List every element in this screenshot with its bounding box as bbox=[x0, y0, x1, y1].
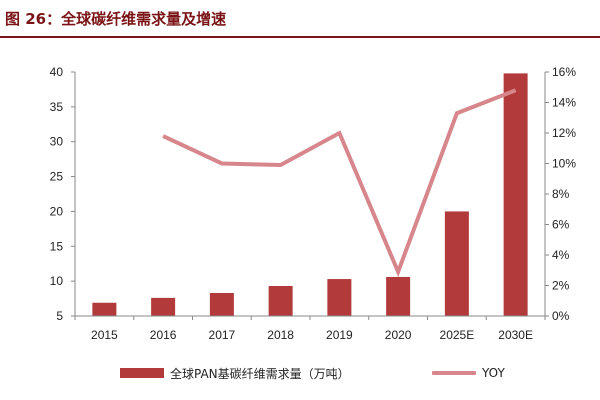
right-tick-label: 16% bbox=[552, 65, 576, 79]
right-tick-label: 2% bbox=[552, 279, 570, 293]
x-tick-label: 2025E bbox=[440, 328, 475, 342]
legend-item-demand: 全球PAN基碳纤维需求量（万吨） bbox=[120, 360, 350, 386]
x-tick-label: 2015 bbox=[91, 328, 118, 342]
x-tick-label: 2017 bbox=[209, 328, 236, 342]
bar-2019 bbox=[327, 279, 352, 316]
x-tick-label: 2016 bbox=[150, 328, 177, 342]
left-tick-label: 25 bbox=[50, 170, 64, 184]
legend-yoy-label: YOY bbox=[482, 366, 505, 380]
right-tick-label: 12% bbox=[552, 126, 576, 140]
legend-line-swatch bbox=[432, 371, 476, 375]
left-tick-label: 20 bbox=[50, 204, 64, 218]
left-tick-label: 30 bbox=[50, 135, 64, 149]
right-tick-label: 6% bbox=[552, 218, 570, 232]
title-divider bbox=[0, 36, 600, 38]
right-tick-label: 0% bbox=[552, 309, 570, 323]
bar-2030e bbox=[503, 73, 528, 316]
legend-demand-label: 全球PAN基碳纤维需求量（万吨） bbox=[170, 366, 350, 381]
legend-bar-swatch bbox=[120, 368, 164, 378]
right-tick-label: 10% bbox=[552, 157, 576, 171]
right-tick-label: 8% bbox=[552, 187, 570, 201]
right-tick-label: 4% bbox=[552, 248, 570, 262]
yoy-line-series bbox=[162, 88, 517, 278]
legend-item-yoy: YOY bbox=[432, 360, 505, 386]
x-tick-label: 2019 bbox=[326, 328, 353, 342]
left-tick-label: 35 bbox=[50, 100, 64, 114]
x-tick-label: 2018 bbox=[267, 328, 294, 342]
figure-title: 图 26：全球碳纤维需求量及增速 bbox=[5, 10, 227, 28]
right-tick-label: 14% bbox=[552, 96, 576, 110]
bar-2020 bbox=[386, 276, 411, 316]
x-tick-label: 2030E bbox=[498, 328, 533, 342]
left-tick-label: 15 bbox=[50, 239, 64, 253]
bar-2018 bbox=[268, 286, 293, 316]
bar-series bbox=[92, 73, 528, 316]
bar-2016 bbox=[151, 297, 176, 316]
x-tick-label: 2020 bbox=[385, 328, 412, 342]
left-tick-label: 10 bbox=[50, 274, 64, 288]
bar-2015 bbox=[92, 302, 117, 316]
axes: 5 10 15 20 25 30 35 40 0% 2% 4% 6% 8% 10% 12% 14% 16% 201… bbox=[50, 65, 577, 342]
bar-2025e bbox=[444, 211, 469, 316]
left-tick-label: 40 bbox=[50, 65, 64, 79]
legend: 全球PAN基碳纤维需求量（万吨） YOY bbox=[0, 360, 600, 386]
left-tick-label: 5 bbox=[56, 309, 63, 323]
bar-2017 bbox=[209, 292, 234, 316]
